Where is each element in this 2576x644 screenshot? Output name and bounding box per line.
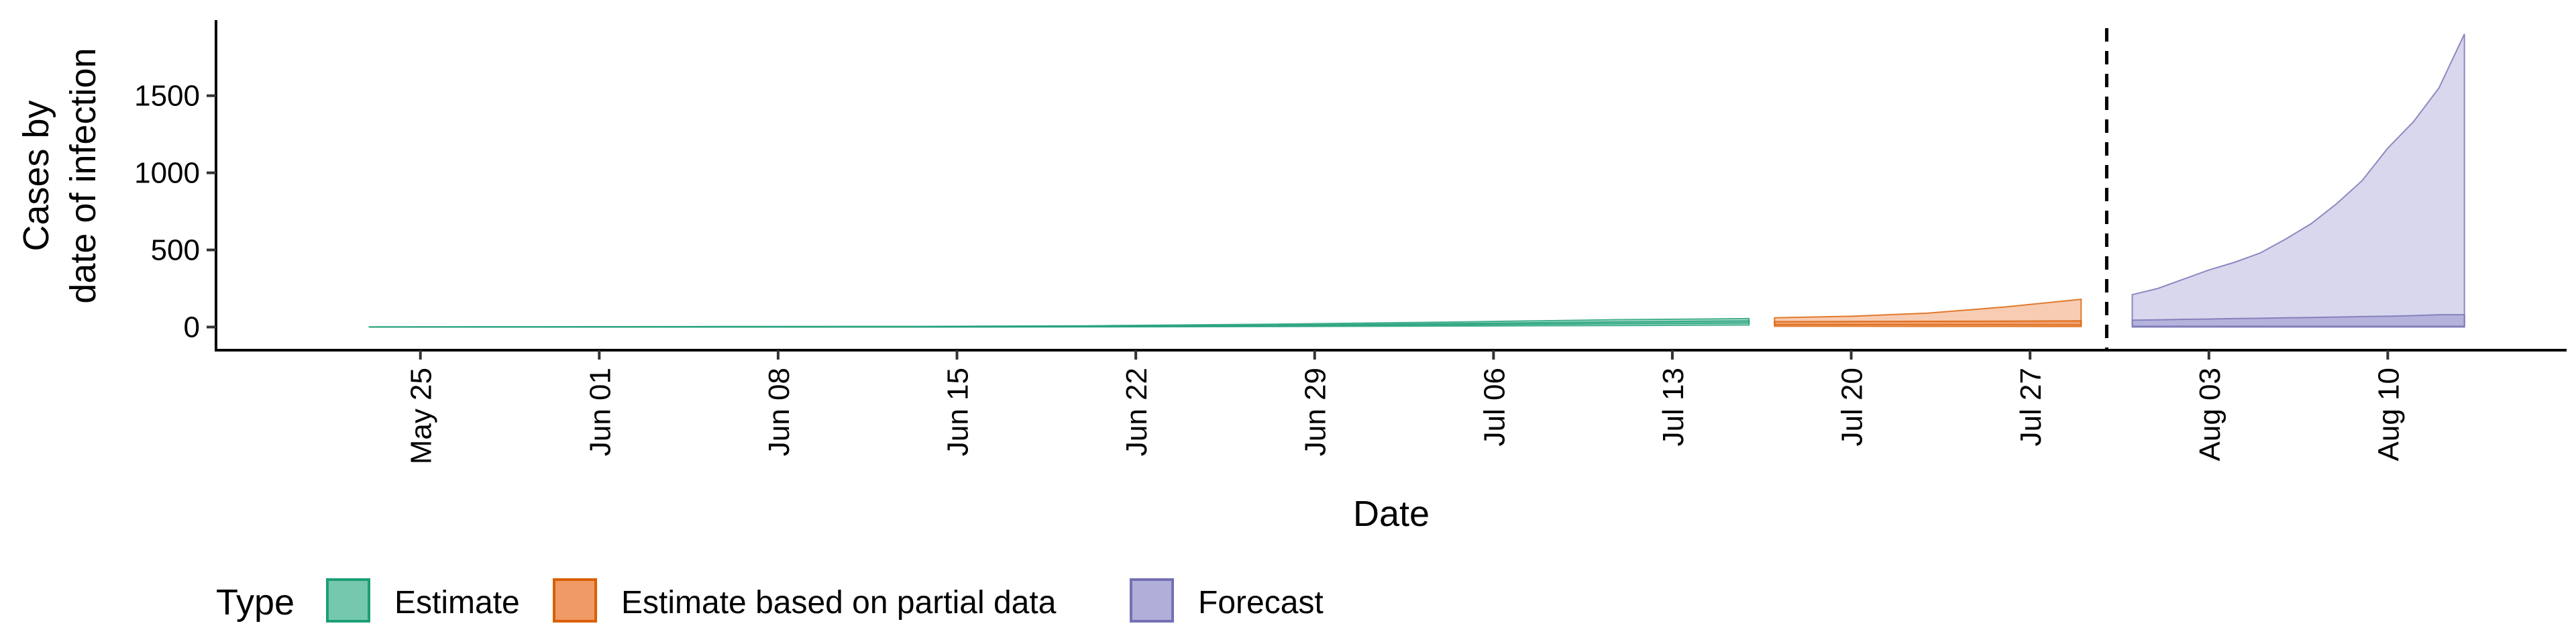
series-3-outer-band [2131, 34, 2465, 328]
x-tick-label: Jun 01 [584, 368, 616, 456]
x-axis-ticks: May 25 Jun 01 Jun 08 Jun 15 Jun 22 Jun 29 Jul … [405, 350, 2405, 464]
x-tick-label: Jun 08 [763, 368, 796, 456]
x-tick-label: Aug 10 [2372, 368, 2405, 461]
axes [215, 20, 2567, 352]
series-2-inner-band [1774, 320, 2082, 326]
legend-label: Forecast [1198, 585, 1324, 621]
legend-item: Estimate based on partial data [553, 578, 1057, 623]
legend-swatch [326, 578, 370, 623]
x-tick-label: Jun 22 [1120, 368, 1153, 456]
x-tick-label: Jul 20 [1836, 368, 1869, 446]
y-tick-label: 1000 [134, 157, 200, 190]
x-tick-label: May 25 [405, 368, 438, 464]
legend-label: Estimate based on partial data [621, 585, 1057, 621]
legend: Type Estimate Estimate based on partial d… [216, 578, 1324, 623]
x-tick-label: Jul 13 [1657, 368, 1690, 446]
legend-label: Estimate [394, 585, 520, 621]
series-2-outer-band [1774, 298, 2082, 327]
series-1-inner-band [369, 320, 1750, 328]
x-tick-label: Jul 06 [1478, 368, 1511, 446]
y-tick-label: 500 [151, 234, 200, 267]
legend-item: Forecast [1130, 578, 1324, 623]
y-tick-label: 1500 [134, 80, 200, 113]
y-tick-label: 0 [184, 311, 200, 344]
series-2 [1774, 298, 2082, 327]
series-layer [368, 34, 2465, 328]
x-tick-label: Jun 29 [1299, 368, 1332, 456]
legend-swatch [1130, 578, 1174, 623]
series-1 [368, 317, 1750, 328]
x-tick-label: Aug 03 [2194, 368, 2226, 461]
y-axis-ticks: 0 500 1000 1500 [134, 80, 216, 344]
y-axis-title-line-2: date of infection [63, 48, 103, 303]
legend-swatch [553, 578, 597, 623]
x-axis-title: Date [1353, 494, 1430, 534]
y-axis-title: Cases by date of infection [16, 48, 103, 303]
legend-item: Estimate [326, 578, 520, 623]
x-tick-label: Jul 27 [2015, 368, 2047, 446]
x-tick-label: Jun 15 [942, 368, 975, 456]
y-axis-title-line-1: Cases by [16, 100, 56, 251]
series-3 [2131, 34, 2465, 328]
series-3-inner-band [2131, 314, 2465, 327]
legend-title: Type [216, 582, 294, 623]
